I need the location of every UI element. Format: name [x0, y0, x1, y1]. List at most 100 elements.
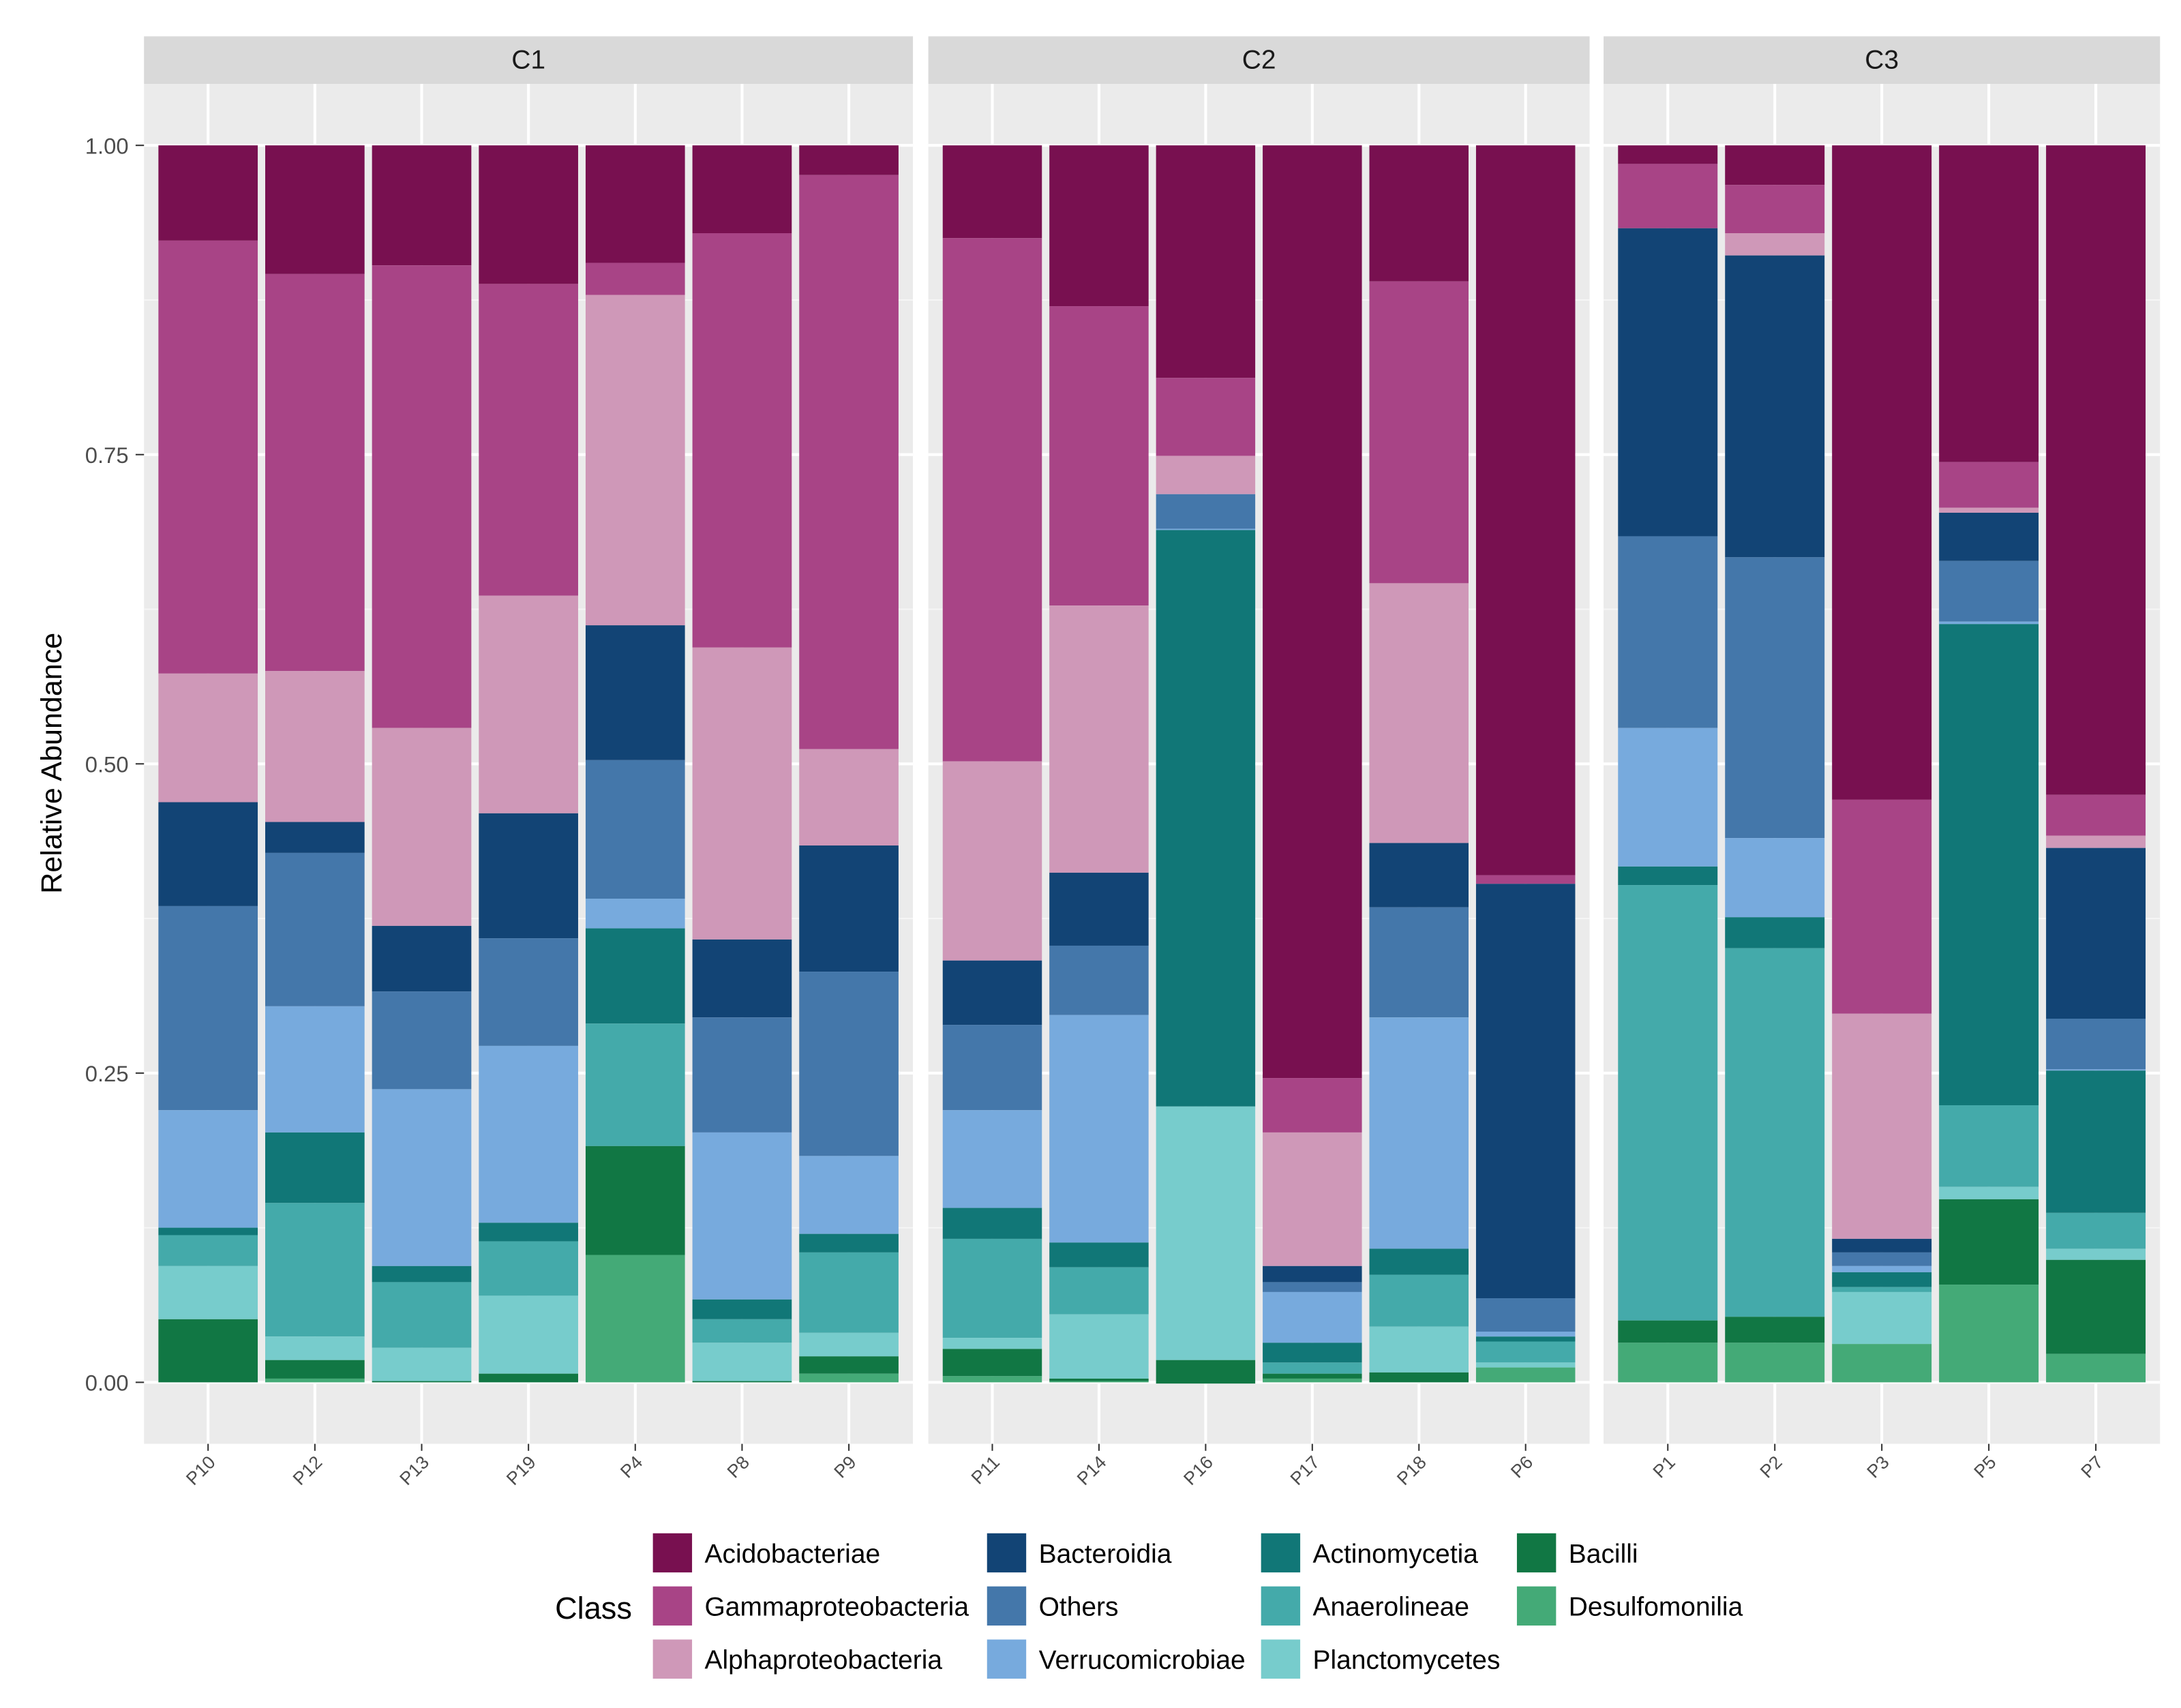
- y-tick-label: 0.75: [85, 443, 129, 468]
- bar-segment-actinomycetia: [1049, 1242, 1149, 1268]
- bar-segment-acidobacteriae: [1618, 145, 1718, 164]
- bar-segment-actinomycetia: [1475, 1336, 1576, 1342]
- bar-segment-acidobacteriae: [1939, 145, 2039, 462]
- bar-segment-planctomycetes: [1156, 1106, 1256, 1360]
- bar-segment-gammaproteobacteria: [1156, 378, 1256, 456]
- facet-panel-C3: C3 P1 P2 P3 P5 P7: [1604, 36, 2161, 1482]
- bar-segment-actinomycetia: [942, 1208, 1042, 1239]
- bar-segment-bacteroidia: [1939, 513, 2039, 561]
- x-tick-label: P14: [1073, 1452, 1111, 1489]
- legend-item-bacteroidia: Bacteroidia: [987, 1533, 1172, 1573]
- bar-segment-acidobacteriae: [372, 145, 472, 266]
- bar-segment-bacteroidia: [158, 802, 258, 906]
- legend-item-acidobacteriae: Acidobacteriae: [652, 1533, 881, 1573]
- bar-P3: [1832, 145, 1932, 1383]
- bar-segment-acidobacteriae: [692, 145, 792, 233]
- bar-segment-alphaproteobacteria: [942, 761, 1042, 961]
- bar-segment-bacteroidia: [1049, 872, 1149, 946]
- y-tick-label: 0.00: [85, 1370, 129, 1396]
- bar-segment-acidobacteriae: [799, 145, 899, 175]
- bar-segment-acidobacteriae: [1369, 145, 1469, 282]
- bar-segment-alphaproteobacteria: [479, 595, 578, 813]
- bar-segment-gammaproteobacteria: [1049, 306, 1149, 606]
- bar-segment-anaerolineae: [265, 1203, 365, 1337]
- x-tick-label: P18: [1393, 1452, 1430, 1489]
- legend-swatch: [987, 1586, 1027, 1626]
- x-tick-label: P13: [395, 1452, 433, 1489]
- facet-strip-label: C1: [511, 45, 545, 74]
- bar-segment-others: [2046, 1019, 2146, 1070]
- bar-segment-others: [1725, 557, 1825, 839]
- bar-segment-bacilli: [2046, 1259, 2146, 1354]
- bar-P4: [585, 145, 685, 1383]
- legend-item-others: Others: [987, 1586, 1119, 1626]
- bar-segment-alphaproteobacteria: [158, 673, 258, 803]
- bar-segment-desulfomonilia: [1475, 1367, 1576, 1383]
- bar-segment-actinomycetia: [692, 1299, 792, 1319]
- legend-label: Others: [1039, 1593, 1119, 1622]
- legend-item-bacilli: Bacilli: [1516, 1533, 1638, 1573]
- legend-swatch: [652, 1639, 693, 1679]
- legend-swatch: [1261, 1639, 1301, 1679]
- bar-segment-others: [692, 1017, 792, 1133]
- bar-segment-actinomycetia: [1156, 530, 1256, 1107]
- bar-segment-bacteroidia: [942, 960, 1042, 1025]
- bar-segment-acidobacteriae: [2046, 145, 2146, 795]
- bar-segment-verrucomicrobiae: [265, 1006, 365, 1133]
- bar-P17: [1263, 145, 1362, 1383]
- bar-segment-alphaproteobacteria: [1939, 507, 2039, 513]
- bar-segment-actinomycetia: [158, 1227, 258, 1235]
- bar-segment-others: [1939, 560, 2039, 622]
- y-axis-title: Relative Abundance: [35, 633, 68, 894]
- bar-segment-planctomycetes: [799, 1332, 899, 1357]
- bar-segment-anaerolineae: [1369, 1274, 1469, 1327]
- bar-segment-others: [1049, 945, 1149, 1015]
- bar-segment-gammaproteobacteria: [158, 240, 258, 674]
- legend-item-anaerolineae: Anaerolineae: [1261, 1586, 1469, 1626]
- bar-segment-gammaproteobacteria: [265, 273, 365, 672]
- bar-segment-verrucomicrobiae: [1832, 1265, 1932, 1272]
- bar-segment-bacilli: [1263, 1373, 1362, 1379]
- bar-segment-planctomycetes: [265, 1336, 365, 1360]
- bar-segment-desulfomonilia: [1939, 1285, 2039, 1383]
- legend-item-planctomycetes: Planctomycetes: [1261, 1639, 1500, 1679]
- bar-segment-verrucomicrobiae: [942, 1110, 1042, 1208]
- legend-item-gammaproteobacteria: Gammaproteobacteria: [652, 1586, 969, 1626]
- x-tick-label: P1: [1649, 1452, 1679, 1482]
- bar-segment-actinomycetia: [479, 1223, 578, 1242]
- bar-segment-desulfomonilia: [2046, 1353, 2146, 1383]
- bar-segment-bacteroidia: [1263, 1265, 1362, 1283]
- bar-segment-others: [1475, 1298, 1576, 1332]
- bar-segment-bacteroidia: [1618, 228, 1718, 537]
- bar-segment-alphaproteobacteria: [1156, 455, 1256, 494]
- legend-title: Class: [555, 1591, 632, 1625]
- bar-segment-others: [158, 905, 258, 1111]
- legend-label: Acidobacteriae: [705, 1540, 881, 1569]
- legend-label: Alphaproteobacteria: [705, 1646, 943, 1675]
- bar-segment-planctomycetes: [1939, 1186, 2039, 1199]
- bar-segment-others: [799, 972, 899, 1156]
- bar-segment-verrucomicrobiae: [1263, 1291, 1362, 1343]
- bar-segment-anaerolineae: [692, 1319, 792, 1343]
- legend-label: Actinomycetia: [1313, 1540, 1479, 1569]
- bar-segment-alphaproteobacteria: [372, 728, 472, 926]
- bar-segment-desulfomonilia: [265, 1378, 365, 1383]
- bar-segment-planctomycetes: [1369, 1326, 1469, 1373]
- legend: Class Acidobacteriae Gammaproteobacteria A…: [555, 1533, 1743, 1679]
- bar-P11: [942, 145, 1042, 1383]
- x-tick-label: P10: [182, 1452, 220, 1489]
- bar-segment-others: [1832, 1252, 1932, 1266]
- bar-segment-bacilli: [692, 1381, 792, 1383]
- bar-segment-actinomycetia: [265, 1132, 365, 1203]
- facet-strip: [144, 36, 914, 84]
- legend-swatch: [1261, 1586, 1301, 1626]
- bar-segment-anaerolineae: [479, 1241, 578, 1296]
- bar-segment-alphaproteobacteria: [1263, 1132, 1362, 1266]
- x-tick-label: P6: [1507, 1452, 1537, 1482]
- bar-segment-gammaproteobacteria: [372, 265, 472, 728]
- bar-segment-anaerolineae: [372, 1282, 472, 1348]
- bar-segment-gammaproteobacteria: [1263, 1078, 1362, 1133]
- bar-segment-others: [479, 938, 578, 1046]
- bar-segment-desulfomonilia: [1725, 1343, 1825, 1383]
